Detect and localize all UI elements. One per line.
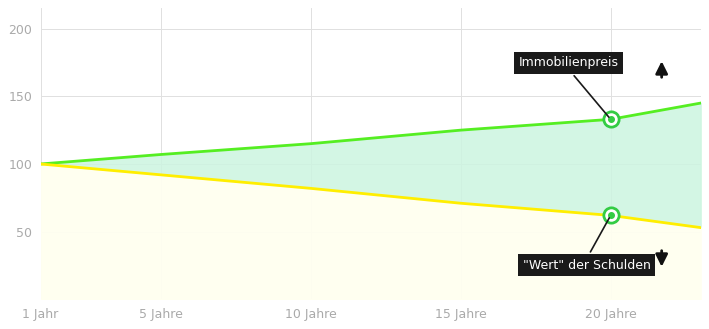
Text: "Wert" der Schulden: "Wert" der Schulden — [523, 218, 651, 272]
Text: Immobilienpreis: Immobilienpreis — [519, 56, 619, 117]
